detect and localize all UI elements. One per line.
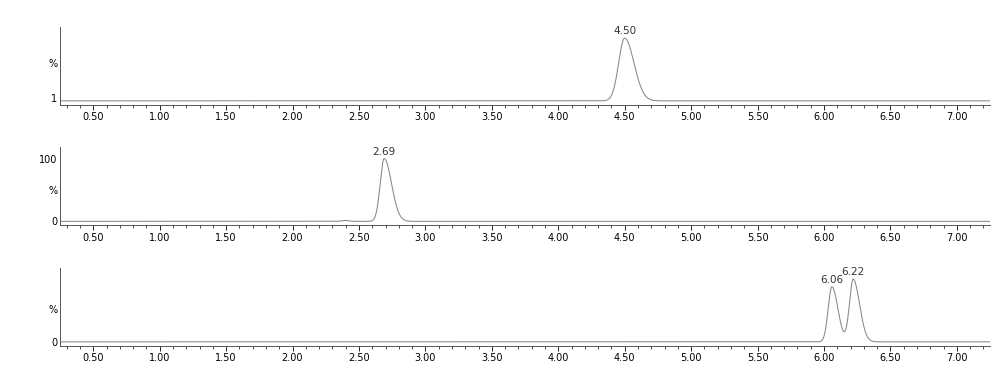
Text: 4.50: 4.50 xyxy=(613,26,636,36)
Text: 2.69: 2.69 xyxy=(373,147,396,157)
Text: 6.22: 6.22 xyxy=(842,267,865,277)
Text: 6.06: 6.06 xyxy=(820,275,843,285)
